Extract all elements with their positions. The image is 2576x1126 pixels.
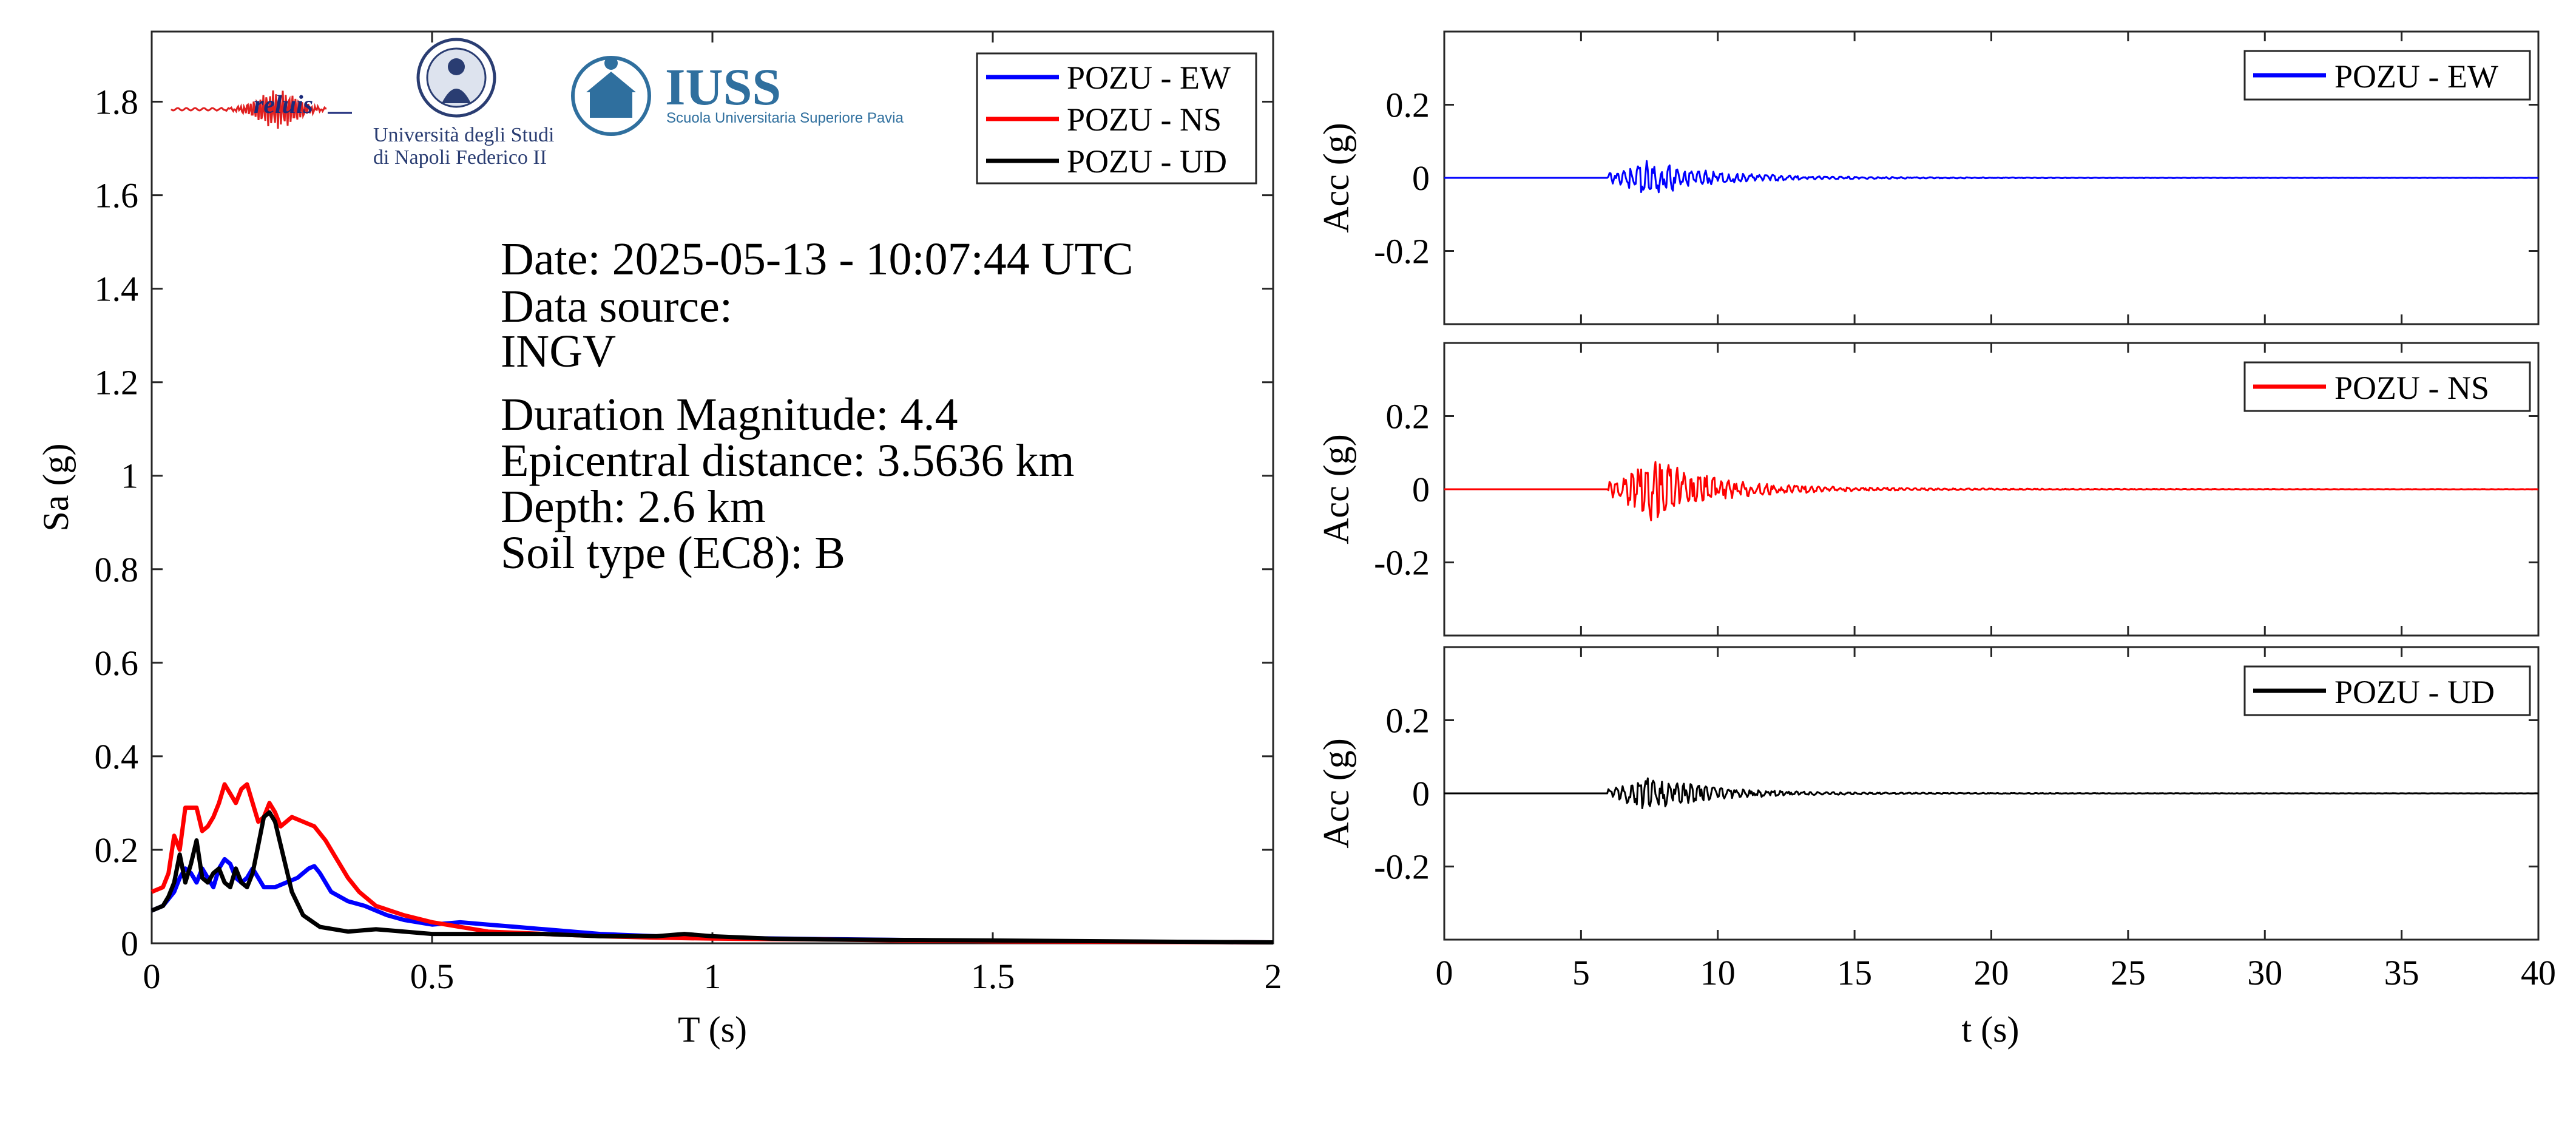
acc-x-tick-label: 10 [1700, 953, 1736, 992]
accelerogram-panels: -0.2 0 0.2 Acc (g) POZU - EW -0.2 0 0.2 Acc (g) P… [1316, 30, 2556, 992]
acc-x-tick-label: 5 [1572, 953, 1590, 992]
duration-magnitude: Duration Magnitude: 4.4 [501, 389, 958, 440]
acc-x-tick-label: 15 [1837, 953, 1872, 992]
acc-y-tick-label: 0 [1412, 158, 1430, 198]
spectrum-x-tick-label: 0.5 [410, 957, 455, 996]
spectrum-y-tick-label: 1 [121, 456, 138, 496]
acc-y-tick-label: -0.2 [1374, 232, 1430, 271]
acc-signal-line [1444, 160, 2539, 194]
acc-x-tick-label: 25 [2111, 953, 2146, 992]
acc-y-tick-label: 0.2 [1386, 86, 1430, 125]
spectrum-x-tick-label: 1.5 [971, 957, 1015, 996]
acc-x-tick-label: 40 [2521, 953, 2556, 992]
acc-x-tick-label: 20 [1974, 953, 2009, 992]
acc-y-tick-label: -0.2 [1374, 847, 1430, 887]
iuss-logo-subtitle: Scuola Universitaria Superiore Pavia [666, 110, 904, 126]
acc-x-tick-label: 35 [2384, 953, 2419, 992]
unina-logo-line2: di Napoli Federico II [373, 146, 547, 169]
unina-seal-icon [416, 38, 496, 118]
acc-legend-label: POZU - NS [2334, 370, 2489, 406]
event-info: Date: 2025-05-13 - 10:07:44 UTC Data sou… [501, 234, 1134, 578]
reluis-waveform-icon [171, 90, 352, 129]
legend-label-ns: POZU - NS [1067, 101, 1222, 138]
spectrum-y-axis-label: Sa (g) [36, 444, 76, 532]
acc-y-axis-label: Acc (g) [1316, 738, 1356, 849]
accelerogram-ns: -0.2 0 0.2 Acc (g) POZU - NS [1316, 342, 2540, 637]
legend-label-ud: POZU - UD [1067, 143, 1227, 180]
spectrum-y-tick-label: 1.6 [95, 176, 139, 215]
iuss-emblem-icon [571, 56, 651, 136]
acc-y-tick-label: -0.2 [1374, 543, 1430, 583]
data-source-value: INGV [501, 326, 616, 377]
acc-legend-label: POZU - EW [2334, 58, 2498, 95]
legend-label-ew: POZU - EW [1067, 59, 1231, 96]
time-axis-label: t (s) [1962, 1009, 2020, 1050]
response-spectrum-chart: 0 0.5 1 1.5 2 0 0.2 0.4 0.6 0.8 1 1.2 1.4 1.6 1.8 T (s… [36, 30, 1282, 1050]
acc-y-tick-label: 0.2 [1386, 701, 1430, 741]
spectrum-y-tick-label: 0.2 [95, 830, 139, 870]
event-date: Date: 2025-05-13 - 10:07:44 UTC [501, 234, 1134, 285]
acc-x-tick-label: 30 [2247, 953, 2282, 992]
spectrum-y-tick-label: 1.8 [95, 83, 139, 122]
spectrum-y-tick-label: 0.8 [95, 550, 139, 589]
acc-y-tick-label: 0 [1412, 774, 1430, 813]
reluis-logo-text: reluis [254, 91, 313, 119]
accelerogram-ew: -0.2 0 0.2 Acc (g) POZU - EW [1316, 30, 2540, 325]
spectrum-y-tick-label: 0.4 [95, 737, 139, 776]
acc-legend-label: POZU - UD [2334, 674, 2495, 710]
spectrum-ticks: 0 0.5 1 1.5 2 0 0.2 0.4 0.6 0.8 1 1.2 1.4 1.6 1.8 [95, 32, 1282, 996]
acc-signal-line [1444, 461, 2538, 521]
iuss-logo: IUSS Scuola Universitaria Superiore Pavi… [571, 56, 904, 136]
spectrum-y-tick-label: 1.4 [95, 270, 139, 309]
spectrum-y-tick-label: 0.6 [95, 643, 139, 683]
acc-x-tick-label: 0 [1436, 953, 1453, 992]
spectrum-x-tick-label: 0 [143, 957, 161, 996]
acc-signal-line [1444, 777, 2538, 809]
iuss-logo-text: IUSS [665, 58, 781, 116]
epicentral-distance: Epicentral distance: 3.5636 km [501, 435, 1075, 486]
reluis-wave-line [171, 90, 327, 129]
spectrum-legend: POZU - EW POZU - NS POZU - UD [976, 52, 1257, 185]
spectrum-series [150, 782, 1274, 945]
unina-logo-line1: Università degli Studi [373, 124, 554, 146]
event-depth: Depth: 2.6 km [501, 481, 766, 532]
soil-type: Soil type (EC8): B [501, 527, 845, 578]
unina-logo: Università degli Studi di Napoli Federic… [373, 38, 554, 169]
acc-y-axis-label: Acc (g) [1316, 123, 1356, 233]
spectrum-y-tick-label: 1.2 [95, 363, 139, 402]
reluis-logo: reluis [171, 90, 352, 129]
spectrum-x-axis-label: T (s) [678, 1009, 747, 1050]
spectrum-x-tick-label: 2 [1265, 957, 1282, 996]
accelerogram-ud: 0 5 10 15 20 25 30 35 40 -0.2 0 0.2 Acc (g) POZU - UD [1316, 646, 2556, 992]
acc-y-tick-label: 0.2 [1386, 397, 1430, 436]
spectrum-line-ud [150, 810, 1274, 945]
acc-y-axis-label: Acc (g) [1316, 434, 1356, 544]
spectrum-x-tick-label: 1 [704, 957, 722, 996]
spectrum-y-tick-label: 0 [121, 924, 138, 963]
data-source-label: Data source: [501, 281, 732, 332]
acc-y-tick-label: 0 [1412, 470, 1430, 509]
